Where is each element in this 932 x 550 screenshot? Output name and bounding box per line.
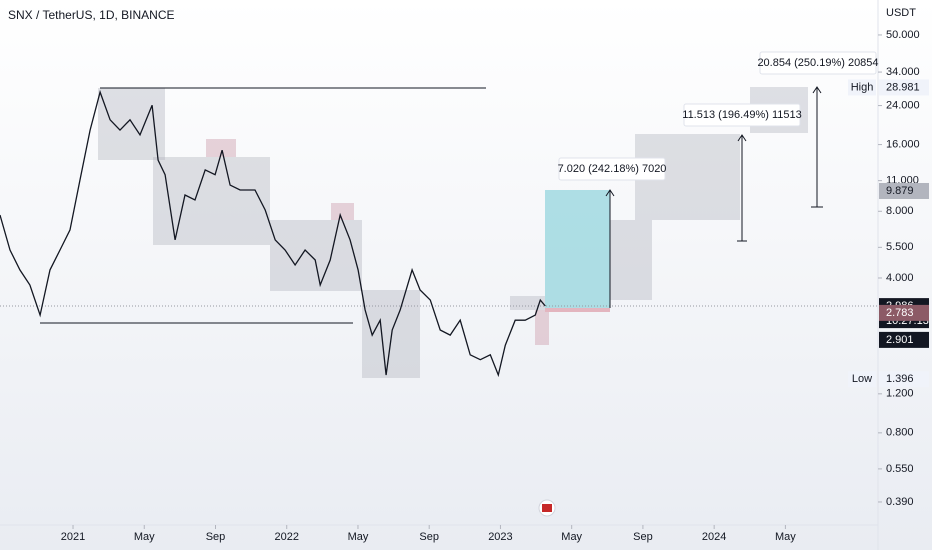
price-tag [879, 331, 929, 348]
x-tick-label: Sep [419, 531, 439, 543]
price-tag-label: 9.879 [886, 185, 914, 197]
zone [206, 139, 236, 157]
price-tag [879, 79, 929, 96]
chart-title: SNX / TetherUS, 1D, BINANCE [8, 8, 175, 22]
price-tag [879, 182, 929, 199]
price-tag-label: 2.901 [886, 334, 914, 346]
annotation-box [558, 157, 666, 181]
x-tick-label: 2024 [702, 531, 726, 543]
zone [331, 203, 354, 220]
target-zone [545, 190, 610, 308]
y-tick-label: 50.000 [886, 29, 920, 41]
arrow [811, 86, 823, 208]
price-tag-label: 28.981 [886, 81, 920, 93]
price-tag-name-box [848, 79, 876, 96]
price-tag-name: High [851, 81, 874, 93]
price-tag [879, 304, 929, 321]
zone [510, 296, 545, 310]
y-tick-label: 5.500 [886, 241, 914, 253]
zone [362, 290, 420, 378]
event-icon-flag [542, 504, 552, 512]
annotation: 7.020 (242.18%) 7020 [558, 163, 667, 175]
annotation-box [759, 51, 877, 75]
annotation: 20.854 (250.19%) 20854 [757, 57, 878, 69]
zone [535, 310, 549, 345]
arrow [737, 134, 747, 242]
annotation-box [683, 103, 801, 127]
y-tick-label: 0.550 [886, 463, 914, 475]
zone [270, 220, 362, 291]
price-tag-label: 2.783 [886, 307, 914, 319]
zone [610, 220, 652, 300]
x-tick-label: 2023 [488, 531, 512, 543]
y-tick-label: 0.390 [886, 496, 914, 508]
price-tag-name-box [848, 371, 876, 388]
x-tick-label: Sep [206, 531, 226, 543]
x-tick-label: May [348, 531, 369, 543]
arrows [605, 86, 823, 308]
y-tick-label: 34.000 [886, 66, 920, 78]
x-tick-label: Sep [633, 531, 653, 543]
x-tick-label: May [134, 531, 155, 543]
y-tick-label: 4.000 [886, 272, 914, 284]
price-line [0, 89, 546, 378]
arrow [605, 189, 615, 308]
zone [153, 157, 270, 245]
y-tick-label: 24.000 [886, 99, 920, 111]
x-tick-label: 2022 [274, 531, 298, 543]
y-tick-label: 1.200 [886, 388, 914, 400]
y-tick-label: 16.000 [886, 138, 920, 150]
x-tick-label: 2021 [61, 531, 85, 543]
y-unit: USDT [886, 7, 916, 19]
price-tag-label: 1.396 [886, 373, 914, 385]
x-tick-label: May [561, 531, 582, 543]
price-tag [879, 371, 929, 388]
drawings: 7.020 (242.18%) 7020 11.513 (196.49%) 11… [0, 51, 879, 517]
zone [98, 88, 165, 160]
price-tag-name: Low [852, 373, 872, 385]
annotation: 11.513 (196.49%) 11513 [682, 109, 801, 121]
y-tick-label: 0.800 [886, 427, 914, 439]
stop-zone [545, 308, 610, 312]
y-tick-label: 8.000 [886, 205, 914, 217]
x-tick-label: May [775, 531, 796, 543]
